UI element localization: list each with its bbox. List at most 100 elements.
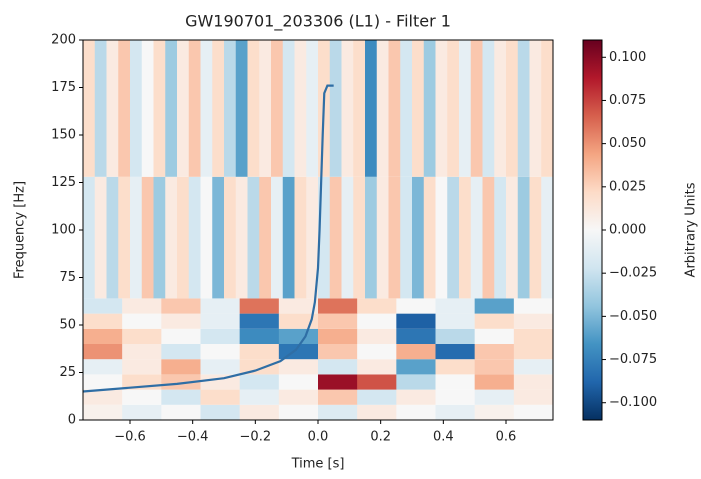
heatmap-cell (83, 40, 96, 177)
heatmap-cell (141, 176, 154, 299)
colorbar-tick-label: −0.100 (609, 395, 657, 410)
heatmap-cell (278, 328, 319, 344)
colorbar-tick-label: 0.000 (609, 223, 646, 238)
heatmap-cell (294, 40, 307, 177)
heatmap-cell (329, 176, 342, 299)
heatmap-cell (474, 404, 515, 420)
heatmap-cell (376, 176, 389, 299)
y-axis-label: Frequency [Hz] (13, 181, 28, 279)
heatmap-cell (517, 40, 530, 177)
heatmap-cell (513, 328, 554, 344)
heatmap-cell (278, 359, 319, 375)
heatmap-cell (353, 176, 366, 299)
y-tick-label: 0 (68, 413, 76, 428)
heatmap-cell (118, 40, 131, 177)
heatmap-cell (341, 176, 354, 299)
heatmap-cell (435, 313, 475, 329)
heatmap-cell (106, 40, 119, 177)
heatmap-cell (318, 374, 358, 390)
heatmap-cell (400, 176, 413, 299)
y-tick-label: 125 (51, 175, 76, 190)
heatmap-cell (435, 374, 475, 390)
heatmap-cell (161, 344, 201, 360)
heatmap-cell (357, 298, 397, 314)
heatmap-cell (94, 176, 107, 299)
heatmap-cell (396, 313, 436, 329)
heatmap-cell (306, 176, 319, 299)
heatmap-cell (306, 40, 319, 177)
heatmap-cell (188, 40, 201, 177)
heatmap-cell (482, 176, 495, 299)
heatmap-cell (83, 176, 96, 299)
heatmap-cell (357, 359, 397, 375)
heatmap-cell (494, 40, 507, 177)
heatmap-cell (239, 328, 280, 344)
heatmap-cell (435, 176, 448, 299)
heatmap-cell (83, 389, 123, 405)
heatmap-cell (122, 313, 162, 329)
heatmap-cell (318, 389, 358, 405)
heatmap-cell (247, 40, 260, 177)
heatmap-cell (239, 298, 280, 314)
heatmap-cell (318, 404, 358, 420)
heatmap-cell (224, 176, 237, 299)
heatmap-cell (482, 40, 495, 177)
heatmap-cell (200, 298, 240, 314)
heatmap-cell (318, 359, 358, 375)
heatmap-cell (282, 40, 295, 177)
colorbar (582, 39, 603, 421)
heatmap-cell (188, 176, 201, 299)
heatmap-cell (396, 389, 436, 405)
heatmap-cell (200, 359, 240, 375)
y-tick-label: 100 (51, 223, 76, 238)
heatmap-cell (122, 359, 162, 375)
heatmap-cell (239, 374, 280, 390)
heatmap-cell (517, 176, 530, 299)
heatmap-cell (459, 40, 472, 177)
heatmap-cell (513, 389, 554, 405)
heatmap-cell (161, 389, 201, 405)
heatmap-cell (435, 344, 475, 360)
heatmap-cell (435, 404, 475, 420)
heatmap-cell (412, 176, 425, 299)
heatmap-cell (470, 176, 483, 299)
heatmap-cell (235, 176, 248, 299)
heatmap-cell (365, 176, 378, 299)
heatmap-cell (447, 176, 460, 299)
heatmap-cell (494, 176, 507, 299)
heatmap-cell (474, 313, 515, 329)
heatmap-cell (357, 328, 397, 344)
heatmap-cell (357, 389, 397, 405)
heatmap-cell (271, 40, 284, 177)
heatmap-cell (470, 40, 483, 177)
heatmap-cell (513, 374, 554, 390)
y-tick-label: 150 (51, 128, 76, 143)
heatmap-cell (212, 176, 225, 299)
heatmap-cell (357, 313, 397, 329)
heatmap-cell (318, 328, 358, 344)
heatmap-cell (278, 374, 319, 390)
x-tick-label: 0.2 (370, 430, 391, 445)
heatmap-cell (423, 176, 436, 299)
heatmap-cell (376, 40, 389, 177)
x-tick-label: −0.2 (240, 430, 272, 445)
heatmap-cell (161, 328, 201, 344)
x-tick-label: 0.6 (496, 430, 517, 445)
x-tick-label: −0.4 (177, 430, 209, 445)
colorbar-tick-label: −0.050 (609, 309, 657, 324)
heatmap-cell (200, 389, 240, 405)
chart-title: GW190701_203306 (L1) - Filter 1 (185, 12, 451, 32)
heatmap-cell (282, 176, 295, 299)
heatmap-cell (122, 344, 162, 360)
heatmap-cell (474, 344, 515, 360)
heatmap-cell (83, 328, 123, 344)
heatmap-cell (423, 40, 436, 177)
x-axis-label: Time [s] (291, 457, 345, 472)
heatmap-cell (318, 298, 358, 314)
heatmap-cell (396, 298, 436, 314)
heatmap-cell (412, 40, 425, 177)
heatmap-cell (165, 176, 178, 299)
heatmap-cell (529, 176, 542, 299)
heatmap-cell (224, 40, 237, 177)
